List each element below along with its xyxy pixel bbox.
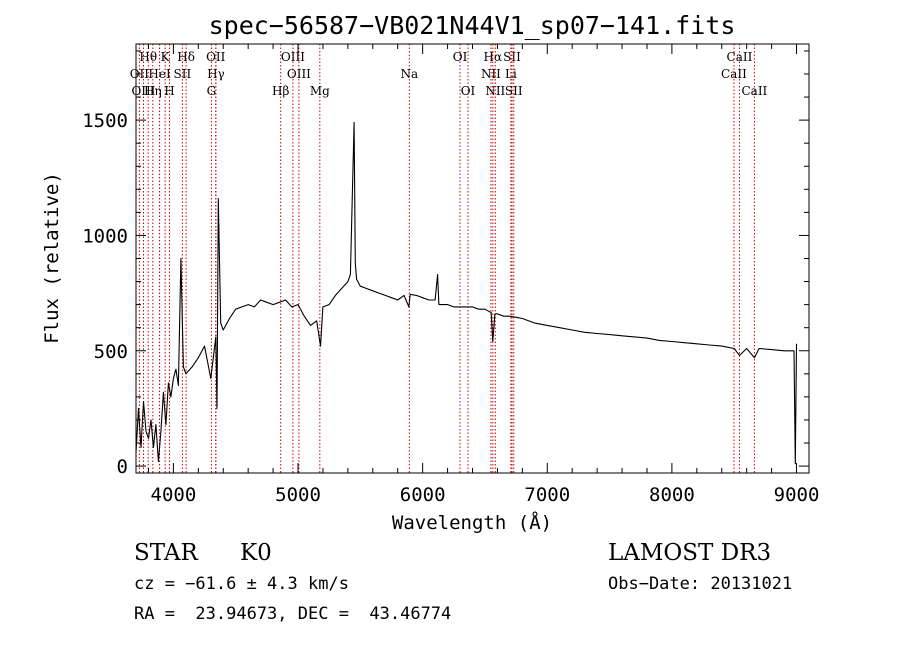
y-tick-label: 1500 [82,110,128,132]
plot-frame [135,43,810,474]
chart-title: spec−56587−VB021N44V1_sp07−141.fits [209,11,736,40]
line-label-23: Mg [310,84,330,98]
y-axis-ticks: 0 500 1000 1500 [82,50,809,478]
x-tick-label: 8000 [649,484,695,506]
survey-name: LAMOST DR3 [608,540,772,566]
line-label-2: Hδ [177,50,195,64]
line-label-18: OIII [131,84,155,98]
line-label-25: NII [485,84,505,98]
line-label-11: SII [174,67,192,81]
line-label-8: CaII [727,50,753,64]
line-label-7: SII [503,50,521,64]
line-label-27: CaII [741,84,767,98]
x-axis-ticks: 4000 5000 6000 7000 8000 9000 [147,44,820,506]
line-label-1: K [161,50,171,64]
line-label-24: OI [461,84,476,98]
line-label-14: Na [400,67,418,81]
y-tick-label: 1000 [82,225,128,247]
x-tick-label: 4000 [151,484,197,506]
line-label-13: OIII [287,67,311,81]
x-tick-label: 6000 [400,484,446,506]
y-tick-label: 0 [117,456,128,478]
line-label-20: H [164,84,174,98]
line-label-0: Hθ [139,50,157,64]
sky-coordinates: RA = 23.94673, DEC = 43.46774 [134,604,452,624]
line-label-3: OII [206,50,226,64]
observation-date: Obs−Date: 20131021 [608,574,793,594]
line-label-5: OI [453,50,468,64]
line-label-4: OIII [281,50,305,64]
x-tick-label: 5000 [275,484,321,506]
y-tick-label: 500 [94,341,128,363]
spectrum-line [135,121,798,465]
x-tick-label: 7000 [524,484,570,506]
line-label-17: CaII [721,67,747,81]
line-label-19: Hη [144,84,162,98]
spectrum-series [135,121,798,465]
line-label-26: SII [505,84,523,98]
line-label-10: HeI [148,67,171,81]
spectral-subclass: K0 [240,540,272,566]
line-label-6: Hα [484,50,503,64]
y-axis-label: Flux (relative) [41,172,63,344]
x-tick-label: 9000 [774,484,820,506]
line-label-12: Hγ [207,67,225,81]
line-label-22: Hβ [272,84,289,98]
x-axis-label: Wavelength (Å) [392,511,552,534]
line-label-21: G [207,84,217,98]
object-type: STAR [134,540,198,566]
line-label-15: NII [481,67,501,81]
line-label-16: Li [505,67,517,81]
redshift-velocity: cz = −61.6 ± 4.3 km/s [134,574,349,594]
